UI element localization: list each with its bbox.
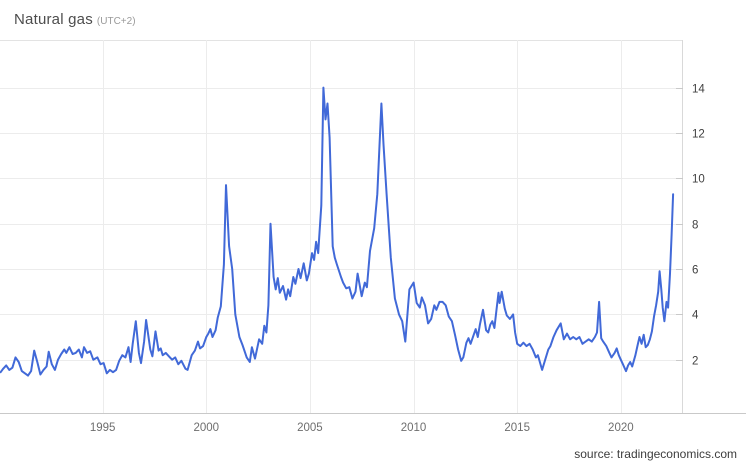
y-axis-label: 12 [692, 129, 705, 141]
chart-title: Natural gas [14, 11, 93, 28]
y-axis-label: 10 [692, 174, 705, 186]
y-axis-label: 6 [692, 265, 698, 277]
x-axis-label: 2020 [608, 422, 634, 434]
x-axis-label: 2015 [504, 422, 530, 434]
y-axis-label: 4 [692, 310, 699, 322]
y-axis-label: 8 [692, 220, 698, 232]
x-axis-label: 2000 [193, 422, 219, 434]
x-axis-label: 2005 [297, 422, 323, 434]
y-axis-label: 2 [692, 356, 698, 368]
chart-header: Natural gas (UTC+2) [14, 11, 136, 29]
x-axis-label: 1995 [90, 422, 116, 434]
y-axis-label: 14 [692, 84, 705, 96]
source-attribution: source: tradingeconomics.com [574, 447, 737, 461]
price-line [0, 86, 675, 377]
x-axis-label: 2010 [401, 422, 427, 434]
chart-timezone-label: (UTC+2) [96, 16, 136, 27]
